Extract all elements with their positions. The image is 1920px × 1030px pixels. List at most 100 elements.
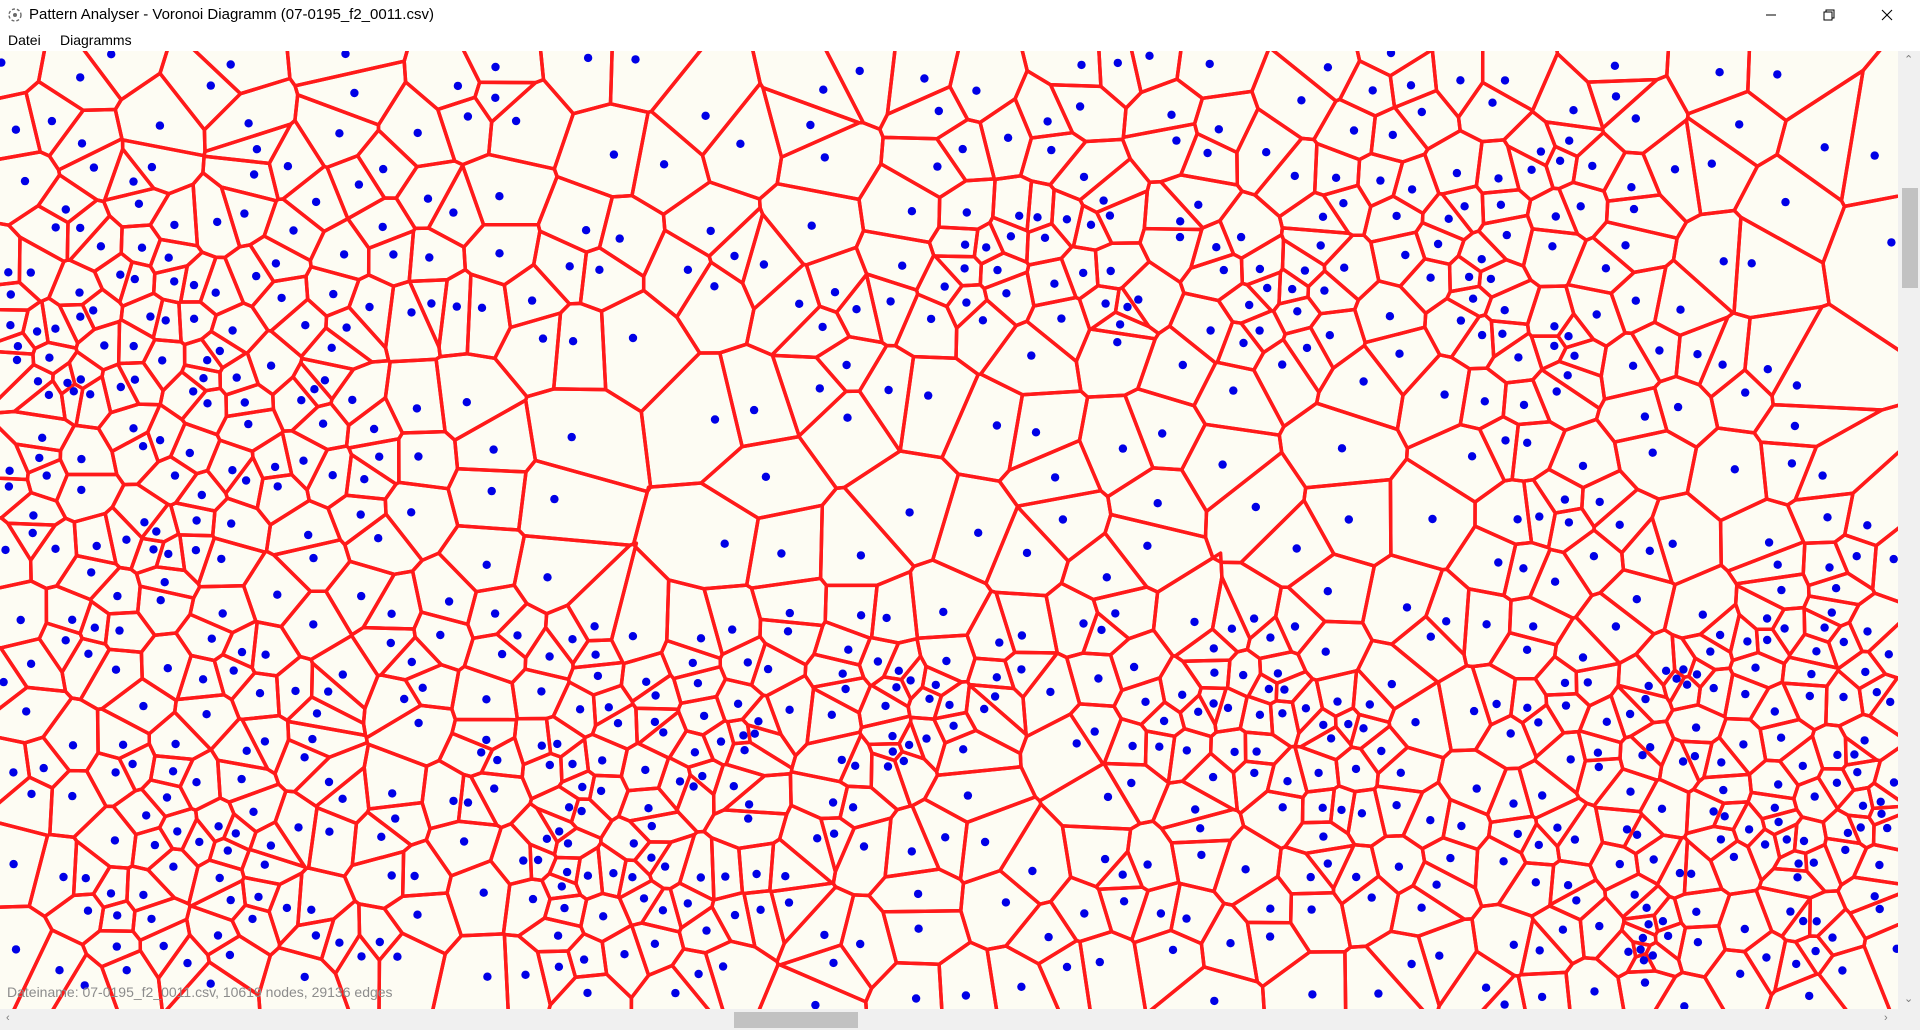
menu-diagramms[interactable]: Diagramms (60, 32, 132, 48)
voronoi-node (360, 475, 369, 484)
voronoi-node (1255, 264, 1265, 274)
voronoi-node (1456, 316, 1466, 325)
voronoi-node (116, 270, 125, 279)
voronoi-node (899, 756, 908, 766)
voronoi-cell (0, 579, 49, 650)
voronoi-node (609, 150, 619, 159)
voronoi-cell (1013, 68, 1075, 140)
voronoi-node (1318, 803, 1327, 812)
voronoi-node (1388, 130, 1398, 140)
voronoi-node (242, 746, 251, 755)
voronoi-cell (1775, 68, 1865, 203)
voronoi-node (185, 448, 194, 458)
voronoi-cell (1430, 51, 1485, 119)
voronoi-node (329, 289, 338, 299)
voronoi-canvas[interactable] (0, 51, 1898, 1009)
voronoi-node (1787, 459, 1797, 468)
voronoi-cell (1752, 402, 1884, 449)
voronoi-cell (436, 95, 494, 167)
voronoi-cell (1487, 630, 1559, 681)
voronoi-node (189, 387, 198, 396)
voronoi-node (206, 979, 215, 988)
scroll-up-arrow[interactable]: ⌃ (1904, 54, 1914, 66)
voronoi-diagram[interactable] (0, 51, 1898, 1009)
voronoi-node (1320, 286, 1329, 295)
voronoi-cell (1456, 229, 1509, 274)
close-button[interactable] (1858, 0, 1916, 30)
voronoi-node (961, 991, 971, 1000)
voronoi-node (1143, 860, 1152, 869)
maximize-button[interactable] (1800, 0, 1858, 30)
scroll-down-arrow[interactable]: ⌄ (1904, 993, 1914, 1005)
voronoi-node (223, 846, 232, 855)
voronoi-node (820, 930, 829, 940)
voronoi-cell (1680, 632, 1735, 672)
voronoi-node (736, 139, 745, 148)
voronoi-node (325, 827, 334, 836)
voronoi-cell (28, 516, 79, 591)
voronoi-cell (0, 426, 30, 482)
voronoi-node (1102, 573, 1112, 582)
voronoi-node (77, 485, 86, 495)
voronoi-node (377, 832, 386, 841)
menu-datei[interactable]: Datei (8, 32, 41, 48)
voronoi-node (924, 391, 933, 400)
voronoi-node (1432, 880, 1441, 889)
voronoi-node (189, 314, 199, 323)
voronoi-node (45, 353, 54, 362)
voronoi-node (338, 670, 347, 679)
voronoi-node (1770, 803, 1780, 812)
voronoi-node (61, 636, 70, 645)
voronoi-node (660, 862, 670, 871)
voronoi-node (609, 869, 618, 878)
voronoi-node (1679, 665, 1688, 674)
voronoi-cell (811, 675, 873, 715)
voronoi-cell (1120, 259, 1186, 336)
voronoi-node (51, 223, 60, 232)
horizontal-scrollbar[interactable] (0, 1009, 1898, 1030)
voronoi-node (273, 482, 282, 491)
voronoi-cell (1665, 51, 1752, 116)
voronoi-node (1565, 136, 1574, 145)
voronoi-cell (0, 476, 33, 520)
vertical-scroll-thumb[interactable] (1902, 188, 1918, 288)
voronoi-node (696, 634, 706, 643)
horizontal-scroll-thumb[interactable] (734, 1012, 858, 1028)
scroll-right-arrow[interactable]: › (1884, 1012, 1888, 1024)
voronoi-node (1832, 778, 1842, 787)
voronoi-node (563, 839, 573, 848)
voronoi-node (1883, 823, 1892, 833)
scroll-left-arrow[interactable]: ‹ (6, 1012, 10, 1024)
voronoi-node (1536, 147, 1546, 156)
voronoi-cell (531, 229, 589, 306)
voronoi-node (89, 306, 98, 315)
voronoi-cell (649, 51, 762, 158)
voronoi-node (1062, 215, 1072, 224)
voronoi-cell (1210, 575, 1252, 654)
voronoi-node (490, 609, 500, 618)
voronoi-node (1839, 692, 1848, 702)
voronoi-node (1594, 762, 1604, 772)
voronoi-node (1340, 263, 1349, 272)
voronoi-cell (1489, 319, 1531, 359)
voronoi-node (729, 782, 738, 791)
voronoi-node (47, 116, 57, 126)
voronoi-node (252, 145, 262, 154)
voronoi-node (1658, 917, 1668, 926)
voronoi-node (1805, 991, 1814, 1001)
vertical-scrollbar[interactable] (1898, 51, 1920, 1009)
voronoi-node (387, 871, 396, 880)
minimize-button[interactable] (1742, 0, 1800, 30)
voronoi-node (990, 692, 1000, 701)
voronoi-node (1537, 992, 1547, 1002)
voronoi-node (1075, 102, 1085, 111)
voronoi-cell (0, 221, 22, 287)
voronoi-node (51, 544, 60, 553)
voronoi-cell (737, 841, 776, 896)
voronoi-node (379, 164, 388, 174)
voronoi-node (1331, 173, 1341, 182)
voronoi-node (905, 508, 914, 517)
voronoi-node (852, 305, 861, 314)
voronoi-cell (273, 737, 332, 794)
voronoi-cell (1668, 674, 1703, 712)
